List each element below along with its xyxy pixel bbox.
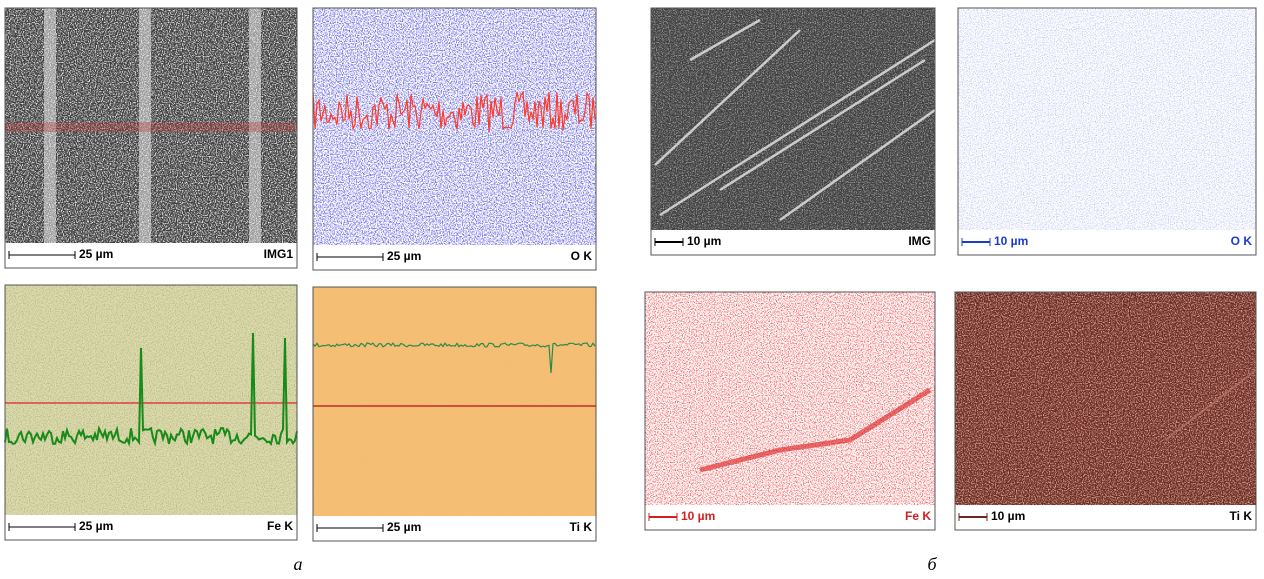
label-strip: [645, 505, 935, 530]
micrograph-panel: 25 µm Ti K: [312, 286, 597, 542]
profile-line: [4, 332, 298, 447]
element-label: IMG: [908, 234, 931, 248]
ridge: [779, 108, 936, 222]
caption-b: б: [927, 554, 937, 574]
panel-texture: [955, 292, 1256, 505]
micrograph-panel: 10 µm Ti K: [954, 291, 1257, 531]
panel-border: [644, 291, 936, 531]
bright-streak: [139, 8, 151, 243]
ridge: [719, 58, 926, 192]
element-label: Ti K: [1230, 509, 1253, 523]
element-label: O K: [1231, 234, 1253, 248]
micrograph-panel: 25 µm Fe K: [4, 284, 298, 541]
scale-label: 10 µm: [687, 234, 721, 248]
scale-label: 10 µm: [681, 509, 715, 523]
bright-streak: [44, 8, 56, 243]
scale-label: 25 µm: [79, 519, 113, 533]
panel-texture: [958, 8, 1256, 230]
streak: [1164, 369, 1257, 441]
label-strip: [651, 230, 935, 255]
panel-border: [650, 7, 936, 256]
element-label: IMG1: [264, 247, 294, 261]
panel-border: [312, 286, 597, 542]
profile-line: [312, 90, 596, 132]
element-label: Fe K: [267, 519, 293, 533]
bright-streak: [249, 8, 261, 243]
panel-texture: [651, 8, 935, 230]
scale-label: 25 µm: [79, 247, 113, 261]
panel-border: [4, 7, 298, 269]
panel-texture: [313, 287, 596, 516]
ridge: [689, 18, 761, 62]
micrograph-panel: 10 µm IMG: [650, 7, 936, 256]
panel-border: [4, 284, 298, 541]
micrograph-panel: 10 µm O K: [957, 7, 1257, 256]
panel-texture: [645, 292, 935, 505]
element-label: Fe K: [905, 509, 931, 523]
label-strip: [955, 505, 1256, 530]
profile-line: [312, 342, 596, 374]
panel-texture: [313, 8, 596, 245]
micrograph-panel: 25 µm IMG1: [4, 7, 298, 269]
ridge: [659, 38, 936, 217]
element-label: Ti K: [570, 520, 593, 534]
iron-streak: [699, 387, 932, 473]
panel-border: [312, 7, 597, 271]
micrograph-panel: 10 µm Fe K: [644, 291, 936, 531]
ridge: [654, 29, 801, 166]
panel-texture: [5, 285, 297, 515]
panel-border: [957, 7, 1257, 256]
micrograph-panel: 25 µm O K: [312, 7, 597, 271]
scale-label: 25 µm: [387, 520, 421, 534]
label-strip: [958, 230, 1256, 255]
scale-label: 10 µm: [991, 509, 1025, 523]
scan-line: [5, 122, 297, 132]
scale-label: 10 µm: [994, 234, 1028, 248]
caption-a: а: [294, 554, 303, 574]
scale-label: 25 µm: [387, 249, 421, 263]
panel-border: [954, 291, 1257, 531]
element-label: O K: [571, 249, 593, 263]
